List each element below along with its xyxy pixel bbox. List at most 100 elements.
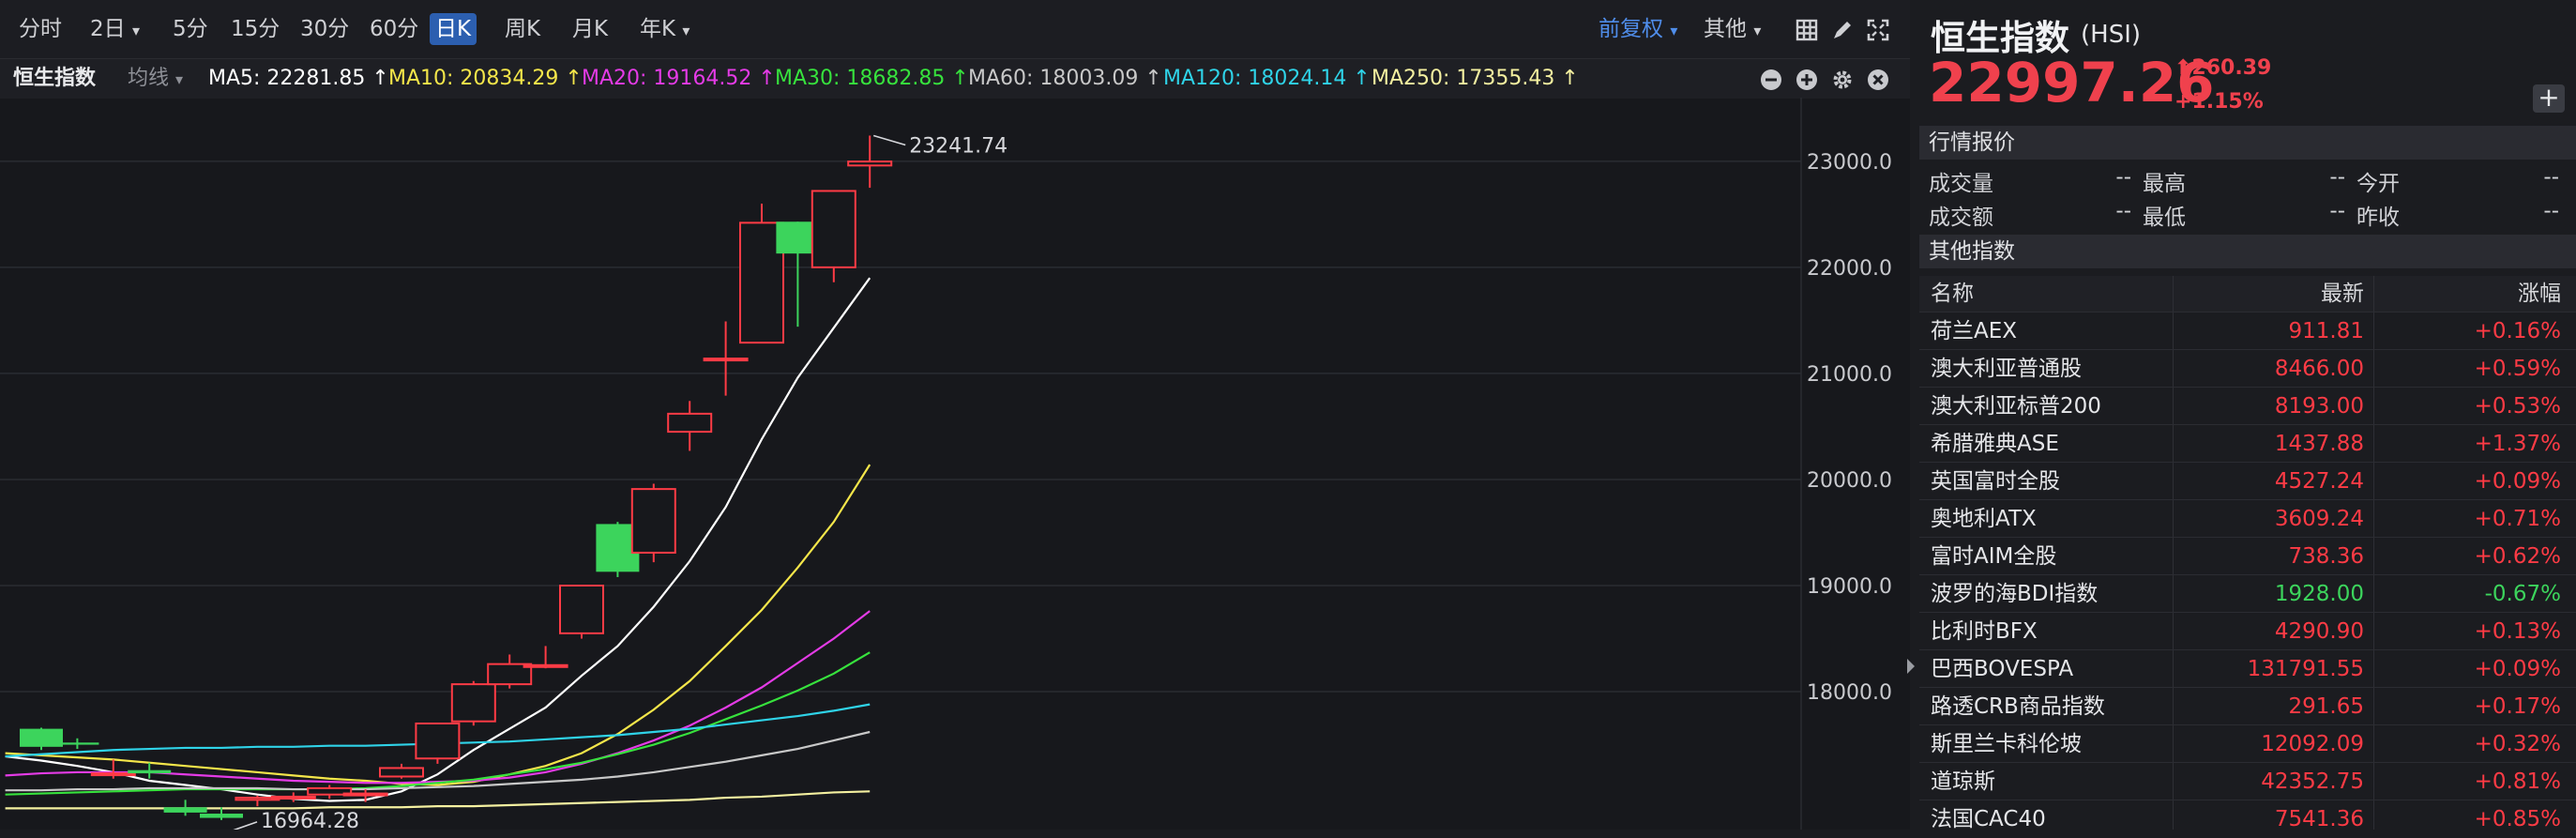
column-divider bbox=[2373, 276, 2374, 830]
table-row[interactable]: 法国CAC40 7541.36 +0.85% bbox=[1919, 800, 2576, 838]
index-row-name: 路透CRB商品指数 bbox=[1931, 694, 2105, 719]
candle-body-up bbox=[739, 221, 784, 344]
index-row-name: 奥地利ATX bbox=[1931, 507, 2037, 531]
table-row[interactable]: 澳大利亚标普200 8193.00 +0.53% bbox=[1919, 387, 2576, 425]
index-row-change: +0.59% bbox=[2474, 357, 2561, 381]
table-row[interactable]: 巴西BOVESPA 131791.55 +0.09% bbox=[1919, 649, 2576, 688]
quote-section-header: 行情报价 bbox=[1919, 126, 2576, 160]
period-tab-5min[interactable]: 5分 bbox=[173, 17, 208, 41]
other-select-label: 其他 bbox=[1704, 17, 1747, 41]
column-header-change[interactable]: 涨幅 bbox=[2518, 282, 2561, 306]
y-tick-label: 21000.0 bbox=[1807, 363, 1892, 387]
quote-section-title: 行情报价 bbox=[1929, 130, 2015, 155]
candle-body-up bbox=[703, 358, 749, 362]
table-row[interactable]: 富时AIM全股 738.36 +0.62% bbox=[1919, 537, 2576, 575]
index-row-name: 富时AIM全股 bbox=[1931, 544, 2057, 569]
ma-legend-item: MA120: 18024.14 ↑ bbox=[1163, 67, 1371, 90]
period-tab-15min[interactable]: 15分 bbox=[231, 17, 280, 41]
table-row[interactable]: 波罗的海BDI指数 1928.00 -0.67% bbox=[1919, 574, 2576, 613]
index-row-price: 4527.24 bbox=[2274, 469, 2364, 494]
index-row-name: 荷兰AEX bbox=[1931, 319, 2018, 343]
period-tab-60min[interactable]: 60分 bbox=[370, 17, 419, 41]
low-annotation: 16964.28 bbox=[261, 810, 359, 830]
chevron-down-icon: ▾ bbox=[175, 70, 184, 88]
period-tab-30min[interactable]: 30分 bbox=[300, 17, 350, 41]
index-change-percent: +1.15% bbox=[2174, 90, 2264, 114]
index-row-change: +0.09% bbox=[2474, 657, 2561, 681]
quote-label: 今开 bbox=[2356, 172, 2400, 196]
candle-body-up bbox=[811, 190, 856, 268]
period-tab-week[interactable]: 周K bbox=[505, 17, 541, 41]
index-row-change: +0.17% bbox=[2474, 694, 2561, 719]
y-tick-label: 18000.0 bbox=[1807, 681, 1892, 705]
other-select[interactable]: 其他 ▾ bbox=[1698, 13, 1766, 45]
table-row[interactable]: 希腊雅典ASE 1437.88 +1.37% bbox=[1919, 424, 2576, 463]
zoom-in-icon[interactable] bbox=[1796, 69, 1818, 91]
table-row[interactable]: 澳大利亚普通股 8466.00 +0.59% bbox=[1919, 349, 2576, 388]
ma-legend-item: MA5: 22281.85 ↑ bbox=[208, 67, 389, 90]
index-code: (HSI) bbox=[2081, 21, 2142, 49]
candle-body-down bbox=[163, 807, 207, 813]
ma-legend-item: MA20: 19164.52 ↑ bbox=[582, 67, 776, 90]
ma-line-ma60 bbox=[5, 730, 871, 792]
quote-label: 最高 bbox=[2143, 172, 2186, 196]
table-row[interactable]: 英国富时全股 4527.24 +0.09% bbox=[1919, 462, 2576, 500]
quote-label: 成交额 bbox=[1929, 206, 1993, 230]
close-icon[interactable] bbox=[1867, 69, 1889, 91]
add-watchlist-button[interactable]: + bbox=[2533, 84, 2565, 113]
fullscreen-icon[interactable] bbox=[1865, 17, 1891, 43]
candle-body-down bbox=[55, 742, 99, 745]
candle-body-down bbox=[200, 814, 243, 818]
candle-body-up bbox=[847, 160, 893, 167]
column-header-name[interactable]: 名称 bbox=[1931, 282, 1974, 306]
grid-layout-icon[interactable] bbox=[1794, 17, 1820, 43]
other-indices-title: 其他指数 bbox=[1929, 239, 2015, 264]
period-tab-2day[interactable]: 2日 ▾ bbox=[84, 13, 145, 45]
other-indices-header: 其他指数 bbox=[1919, 235, 2576, 268]
index-row-name: 法国CAC40 bbox=[1931, 807, 2046, 831]
kline-chart[interactable]: 23000.0 22000.0 21000.0 20000.0 19000.0 18000… bbox=[0, 98, 1910, 830]
table-row[interactable]: 路透CRB商品指数 291.65 +0.17% bbox=[1919, 687, 2576, 725]
ma-legend-bar: 恒生指数 均线 ▾ MA5: 22281.85 ↑ MA10: 20834.29 … bbox=[0, 58, 1910, 99]
high-annotation-arrow bbox=[872, 134, 906, 146]
chart-panel: 分时 2日 ▾ 5分 15分 30分 60分 日K 周K 月K 年K ▾ 前复权… bbox=[0, 13, 1915, 830]
line-type-select[interactable]: 均线 ▾ bbox=[128, 63, 183, 96]
table-row[interactable]: 荷兰AEX 911.81 +0.16% bbox=[1919, 312, 2576, 350]
draw-pen-icon[interactable] bbox=[1829, 17, 1856, 43]
index-row-price: 1928.00 bbox=[2274, 582, 2364, 606]
candle-body-up bbox=[667, 412, 713, 434]
period-tab-day[interactable]: 日K bbox=[430, 13, 477, 45]
index-row-name: 希腊雅典ASE bbox=[1931, 432, 2059, 456]
period-tab-month[interactable]: 月K bbox=[572, 17, 609, 41]
quote-value: -- bbox=[2329, 199, 2345, 223]
period-tab-intraday[interactable]: 分时 bbox=[19, 17, 62, 41]
panel-collapse-icon[interactable] bbox=[1904, 648, 1917, 685]
index-row-price: 4290.90 bbox=[2274, 619, 2364, 644]
candle-body-up bbox=[523, 663, 568, 668]
table-row[interactable]: 斯里兰卡科伦坡 12092.09 +0.32% bbox=[1919, 724, 2576, 763]
ma-legend-item: MA250: 17355.43 ↑ bbox=[1371, 67, 1579, 90]
y-tick-label: 20000.0 bbox=[1807, 469, 1892, 493]
table-row[interactable]: 比利时BFX 4290.90 +0.13% bbox=[1919, 612, 2576, 650]
index-row-change: +1.37% bbox=[2474, 432, 2561, 456]
kline-chart-svg: 23000.0 22000.0 21000.0 20000.0 19000.0 18000… bbox=[0, 98, 1892, 830]
period-tab-year[interactable]: 年K ▾ bbox=[634, 13, 695, 45]
chevron-down-icon: ▾ bbox=[1753, 22, 1762, 39]
period-tab-2day-label: 2日 bbox=[90, 17, 126, 41]
column-header-price[interactable]: 最新 bbox=[2321, 282, 2364, 306]
table-row[interactable]: 奥地利ATX 3609.24 +0.71% bbox=[1919, 499, 2576, 538]
ma-legend-item: MA30: 18682.85 ↑ bbox=[775, 67, 969, 90]
settings-gear-icon[interactable] bbox=[1831, 69, 1854, 91]
ma-legend-item: MA60: 18003.09 ↑ bbox=[968, 67, 1162, 90]
candle-body-up bbox=[415, 722, 461, 760]
table-row[interactable]: 道琼斯 42352.75 +0.81% bbox=[1919, 762, 2576, 800]
index-row-price: 3609.24 bbox=[2274, 507, 2364, 531]
index-price: 22997.26 bbox=[1929, 51, 2215, 114]
index-row-name: 巴西BOVESPA bbox=[1931, 657, 2074, 681]
index-row-price: 8193.00 bbox=[2274, 394, 2364, 419]
zoom-out-icon[interactable] bbox=[1760, 69, 1782, 91]
chevron-down-icon: ▾ bbox=[682, 22, 690, 39]
adjust-select[interactable]: 前复权 ▾ bbox=[1593, 13, 1683, 45]
index-row-change: +0.16% bbox=[2474, 319, 2561, 343]
chevron-down-icon: ▾ bbox=[1670, 22, 1678, 39]
